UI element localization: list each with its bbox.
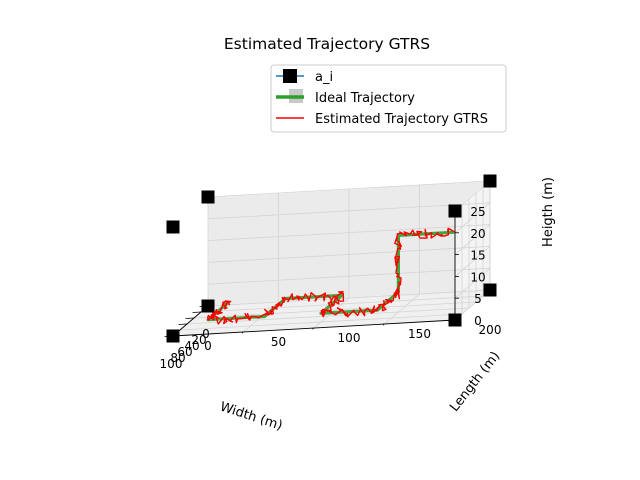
z-tick-label: 5	[474, 292, 482, 306]
x-tick-label: 60	[177, 345, 192, 359]
legend: a_i Ideal Trajectory Estimated Trajector…	[270, 64, 507, 133]
x-tick-label: 0	[202, 327, 210, 341]
grid-line-z	[207, 202, 492, 234]
y-tick-label: 100	[338, 331, 361, 345]
z-tick-label: 20	[470, 227, 485, 241]
z-axis-label: Heigth (m)	[541, 177, 556, 247]
legend-label-ideal: Ideal Trajectory	[315, 91, 415, 106]
grid-line-z	[207, 267, 492, 299]
data-series	[166, 174, 497, 343]
estimated-trajectory-line	[206, 227, 456, 325]
z-tick-label: 15	[470, 249, 485, 263]
x-tick-label: 20	[191, 333, 206, 347]
legend-box	[270, 64, 507, 133]
anchor-marker	[448, 204, 462, 218]
x-tick-label: 80	[170, 351, 185, 365]
y-tick-label: 50	[271, 335, 286, 349]
x-tick-label: 100	[160, 357, 183, 371]
y-tick-mark	[312, 327, 315, 330]
anchor-marker	[201, 190, 215, 204]
x-axis-label: Width (m)	[218, 400, 284, 434]
y-tick-mark	[241, 331, 244, 334]
legend-anchor-marker	[283, 69, 297, 83]
chart-title: Estimated Trajectory GTRS	[224, 35, 430, 53]
anchor-marker	[483, 283, 497, 297]
y-tick-label: 150	[408, 327, 431, 341]
z-tick-label: 0	[474, 314, 482, 328]
y-tick-label: 200	[479, 323, 502, 337]
anchor-marker	[201, 299, 215, 313]
anchor-marker	[448, 313, 462, 327]
y-tick-mark	[382, 323, 385, 326]
z-tick-label: 10	[470, 270, 485, 284]
legend-label-estimated: Estimated Trajectory GTRS	[315, 112, 488, 127]
z-tick-label: 25	[470, 205, 485, 219]
legend-label-anchors: a_i	[315, 70, 333, 85]
y-tick-label: 0	[204, 339, 212, 353]
anchor-marker	[166, 329, 180, 343]
grid-line-z	[207, 224, 492, 255]
x-tick-label: 40	[184, 339, 199, 353]
anchor-marker	[483, 174, 497, 188]
y-axis-label: Length (m)	[447, 349, 503, 415]
grid-line-z	[207, 245, 492, 277]
anchor-marker	[166, 220, 180, 234]
